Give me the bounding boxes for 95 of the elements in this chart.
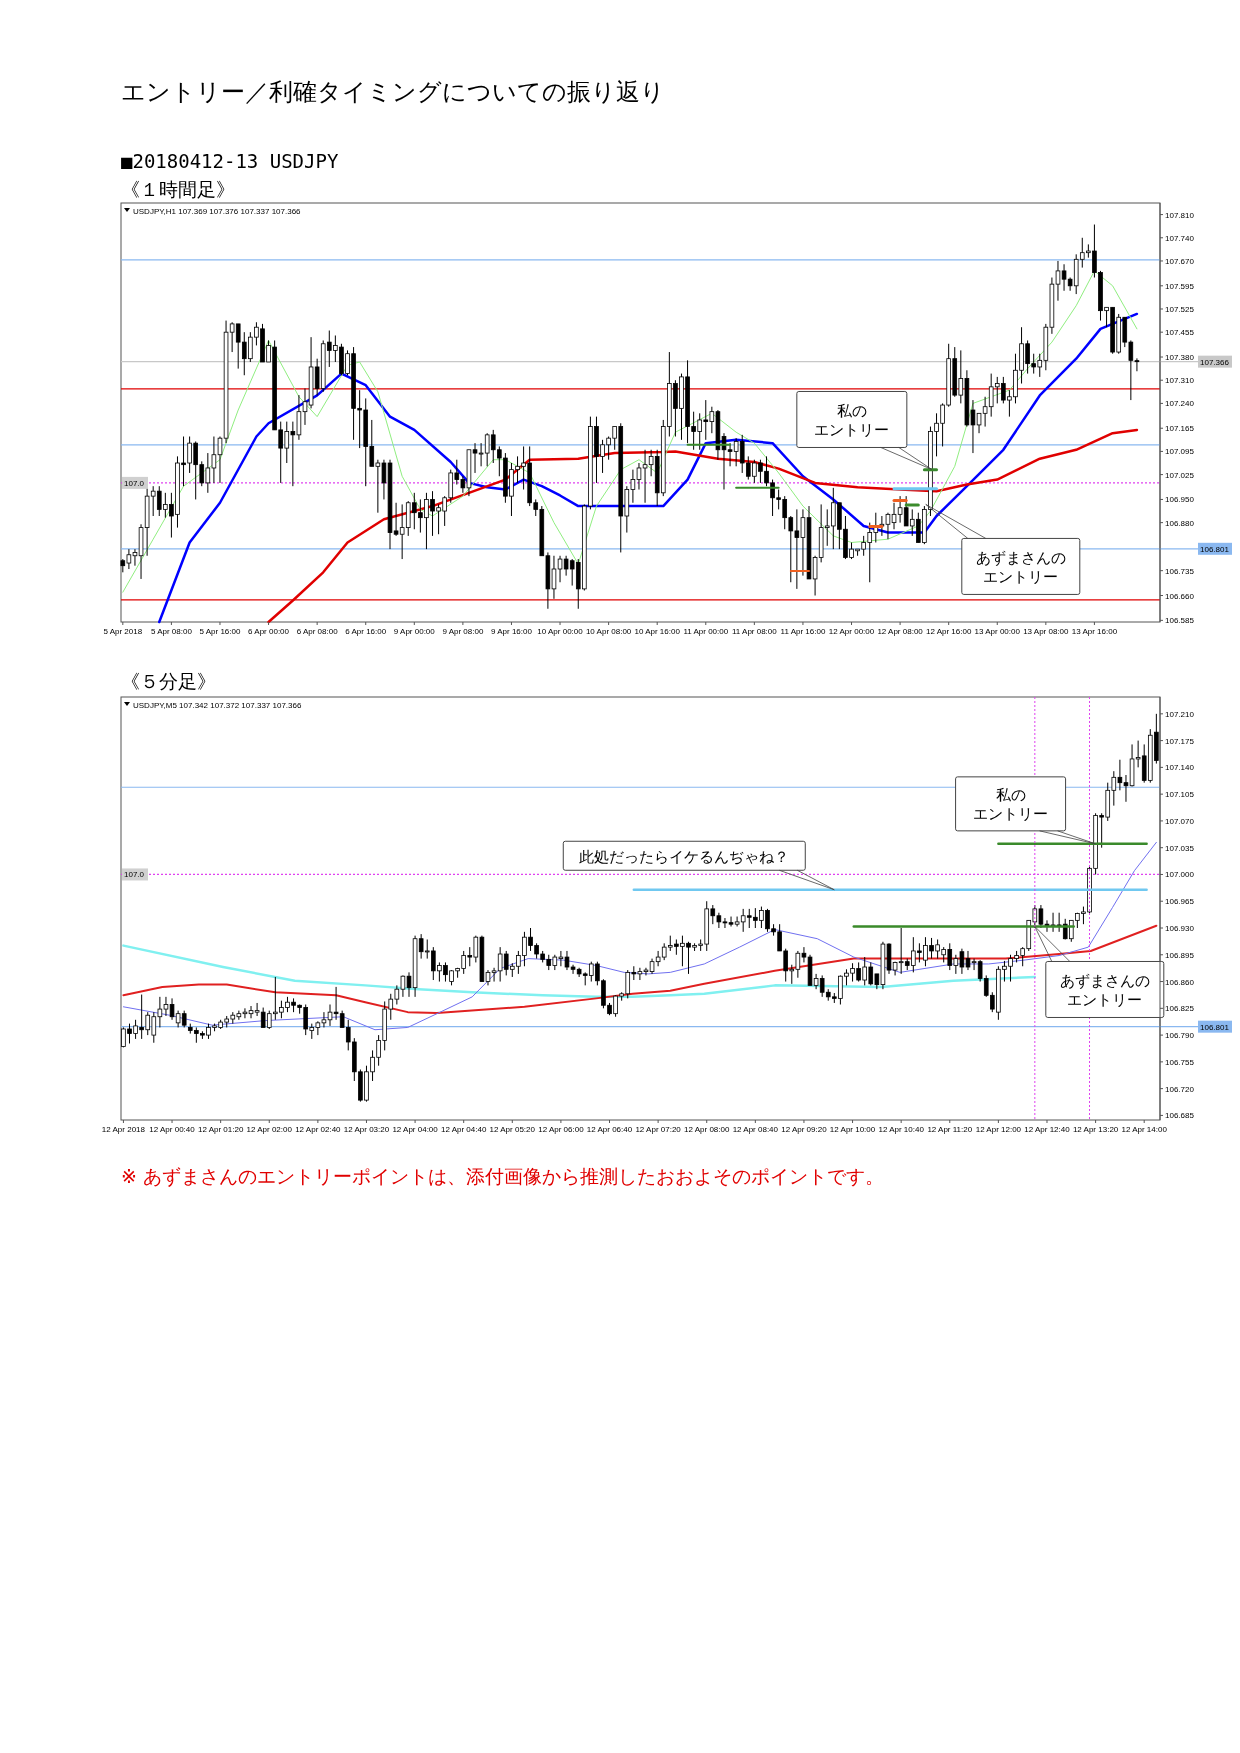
x-tick-label: 12 Apr 08:40	[732, 1125, 779, 1134]
x-tick-label: 10 Apr 16:00	[634, 627, 681, 636]
x-tick-label: 12 Apr 03:20	[343, 1125, 390, 1134]
chart-subtitle: ■20180412-13 USDJPY	[121, 150, 339, 172]
y-tick-label: 107.105	[1165, 790, 1195, 800]
x-tick-label: 11 Apr 16:00	[780, 627, 826, 636]
y-tick-label: 106.660	[1165, 591, 1195, 601]
x-tick-label: 13 Apr 08:00	[1023, 627, 1070, 636]
y-tick-label: 107.095	[1165, 447, 1195, 457]
y-tick-label: 107.740	[1165, 233, 1195, 243]
ref-line-label: 106.801	[1200, 1022, 1230, 1032]
x-tick-label: 12 Apr 05:20	[489, 1125, 536, 1134]
ref-line-label: 107.366	[1200, 357, 1230, 367]
x-tick-label: 11 Apr 08:00	[731, 627, 778, 636]
x-tick-label: 9 Apr 00:00	[393, 627, 436, 636]
annotation: 私のエントリー	[973, 786, 1049, 824]
x-tick-label: 12 Apr 06:00	[538, 1125, 585, 1134]
x-tick-label: 12 Apr 12:00	[975, 1125, 1022, 1134]
y-tick-label: 106.950	[1165, 495, 1195, 505]
ref-line-label: 107.0	[124, 870, 145, 880]
x-tick-label: 5 Apr 08:00	[150, 627, 193, 636]
y-tick-label: 106.790	[1165, 1031, 1195, 1041]
y-tick-label: 106.755	[1165, 1057, 1195, 1067]
y-tick-label: 107.035	[1165, 843, 1195, 853]
x-tick-label: 12 Apr 04:40	[441, 1125, 487, 1134]
x-tick-label: 6 Apr 00:00	[248, 627, 290, 636]
x-tick-label: 11 Apr 00:00	[683, 627, 729, 636]
x-tick-label: 9 Apr 16:00	[491, 627, 533, 636]
text: 《１時間足》	[121, 178, 235, 200]
y-tick-label: 107.210	[1165, 709, 1195, 719]
y-tick-label: 106.585	[1165, 616, 1195, 626]
x-tick-label: 10 Apr 08:00	[585, 627, 632, 636]
x-tick-label: 13 Apr 00:00	[974, 627, 1021, 636]
annotation: あずまさんのエントリー	[975, 548, 1066, 586]
text: ※ あずまさんのエントリーポイントは、添付画像から推測したおおよそのポイントです。	[121, 1165, 884, 1187]
y-tick-label: 106.825	[1165, 1004, 1195, 1014]
y-tick-label: 107.025	[1165, 470, 1195, 480]
x-tick-label: 12 Apr 13:20	[1072, 1125, 1119, 1134]
x-tick-label: 12 Apr 02:00	[246, 1125, 293, 1134]
x-tick-label: 13 Apr 16:00	[1071, 627, 1118, 636]
x-tick-label: 10 Apr 00:00	[537, 627, 584, 636]
y-tick-label: 107.670	[1165, 256, 1195, 266]
y-tick-label: 107.000	[1165, 870, 1195, 880]
x-tick-label: 5 Apr 2018	[103, 627, 143, 636]
x-tick-label: 12 Apr 07:20	[635, 1125, 682, 1134]
chart-title: エントリー／利確タイミングについての振り返り	[121, 78, 665, 106]
x-tick-label: 12 Apr 09:20	[781, 1125, 828, 1134]
y-tick-label: 107.140	[1165, 763, 1195, 773]
y-tick-label: 107.525	[1165, 304, 1195, 314]
x-tick-label: 12 Apr 2018	[101, 1125, 146, 1134]
line-series	[122, 944, 1037, 999]
annotation: 此処だったらイケるんぢゃね？	[579, 847, 790, 866]
x-tick-label: 12 Apr 00:40	[149, 1125, 196, 1134]
y-tick-label: 106.965	[1165, 897, 1195, 907]
chart-title: 《５分足》	[121, 670, 216, 692]
y-tick-label: 107.595	[1165, 281, 1195, 291]
y-tick-label: 107.070	[1165, 816, 1195, 826]
y-tick-label: 107.455	[1165, 328, 1195, 338]
y-tick-label: 106.880	[1165, 518, 1195, 528]
x-tick-label: 6 Apr 16:00	[345, 627, 387, 636]
x-tick-label: 12 Apr 00:00	[828, 627, 875, 636]
x-tick-label: 12 Apr 01:20	[197, 1125, 244, 1134]
y-tick-label: 107.310	[1165, 376, 1195, 386]
x-tick-label: 12 Apr 08:00	[684, 1125, 730, 1134]
y-tick-label: 106.735	[1165, 566, 1195, 576]
y-tick-label: 106.860	[1165, 977, 1195, 987]
annotation: USDJPY,M5 107.342 107.372 107.337 107.366	[133, 701, 302, 710]
x-tick-label: 12 Apr 08:00	[877, 627, 924, 636]
y-tick-label: 106.685	[1165, 1111, 1195, 1121]
y-tick-label: 106.720	[1165, 1084, 1195, 1094]
annotation: あずまさんのエントリー	[1059, 971, 1150, 1009]
y-tick-label: 107.380	[1165, 353, 1195, 363]
y-tick-label: 107.175	[1165, 736, 1195, 746]
y-tick-label: 107.165	[1165, 424, 1195, 434]
x-tick-label: 12 Apr 14:00	[1121, 1125, 1168, 1134]
x-tick-label: 12 Apr 10:40	[878, 1125, 925, 1134]
y-tick-label: 107.240	[1165, 399, 1195, 409]
x-tick-label: 5 Apr 16:00	[199, 627, 241, 636]
x-tick-label: 12 Apr 11:20	[927, 1125, 973, 1134]
x-tick-label: 12 Apr 02:40	[295, 1125, 342, 1134]
annotation: USDJPY,H1 107.369 107.376 107.337 107.366	[133, 207, 302, 216]
x-tick-label: 6 Apr 08:00	[296, 627, 339, 636]
y-tick-label: 106.895	[1165, 950, 1195, 960]
annotation: 私のエントリー	[814, 401, 890, 439]
x-tick-label: 12 Apr 12:40	[1024, 1125, 1071, 1134]
y-tick-label: 106.930	[1165, 924, 1195, 934]
ref-line-label: 107.0	[124, 478, 145, 488]
x-tick-label: 12 Apr 04:00	[392, 1125, 439, 1134]
x-tick-label: 12 Apr 06:40	[586, 1125, 633, 1134]
y-tick-label: 107.810	[1165, 210, 1195, 220]
ref-line-label: 106.801	[1200, 544, 1230, 554]
line-series	[122, 924, 1158, 1014]
x-tick-label: 12 Apr 16:00	[925, 627, 972, 636]
x-tick-label: 12 Apr 10:00	[829, 1125, 876, 1134]
x-tick-label: 9 Apr 08:00	[442, 627, 484, 636]
